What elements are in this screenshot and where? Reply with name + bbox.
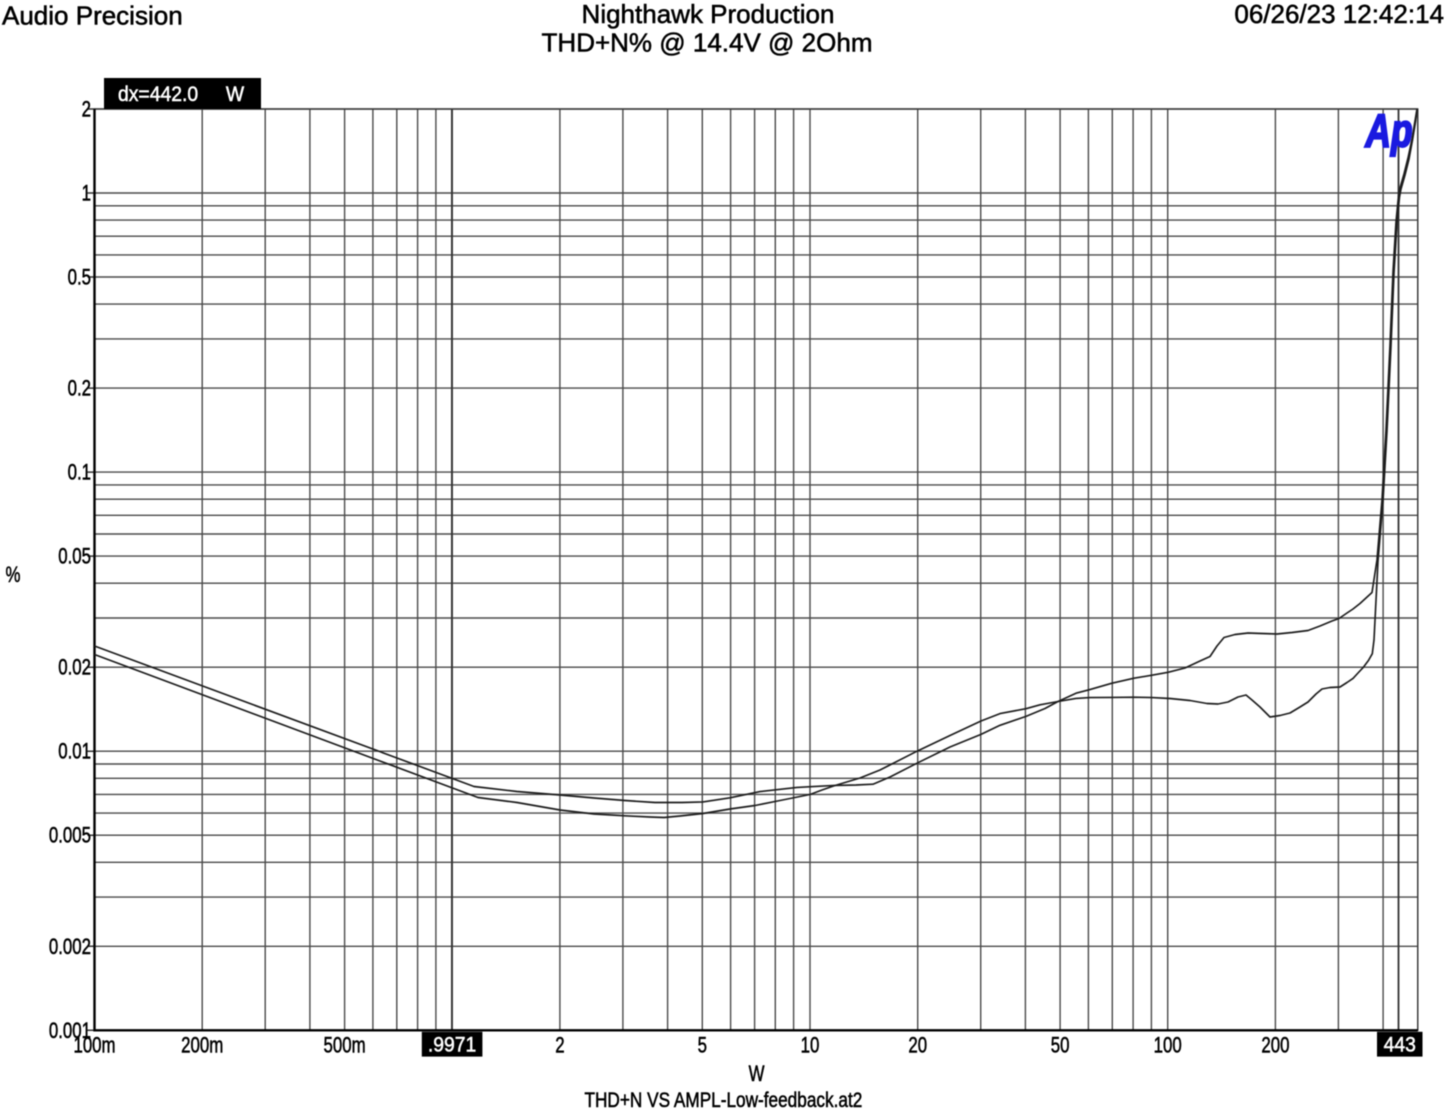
svg-text:100m: 100m — [73, 1033, 115, 1058]
svg-text:443: 443 — [1384, 1033, 1416, 1057]
svg-text:%: % — [6, 563, 21, 588]
svg-text:20: 20 — [908, 1033, 927, 1058]
svg-text:50: 50 — [1051, 1033, 1070, 1058]
svg-text:THD+N VS AMPL-Low-feedback.at2: THD+N VS AMPL-Low-feedback.at2 — [584, 1090, 862, 1113]
svg-text:2: 2 — [555, 1033, 564, 1058]
svg-text:0.5: 0.5 — [68, 265, 91, 290]
svg-text:Audio Precision: Audio Precision — [2, 1, 183, 31]
svg-text:2: 2 — [82, 97, 91, 122]
svg-text:500m: 500m — [324, 1033, 366, 1058]
svg-text:100: 100 — [1154, 1033, 1182, 1058]
svg-text:Ap: Ap — [1365, 105, 1413, 157]
svg-text:0.01: 0.01 — [58, 740, 91, 765]
svg-text:THD+N% @ 14.4V @ 2Ohm: THD+N% @ 14.4V @ 2Ohm — [542, 28, 873, 58]
svg-text:W: W — [226, 82, 245, 106]
svg-text:200: 200 — [1261, 1033, 1289, 1058]
svg-text:0.02: 0.02 — [58, 656, 91, 681]
svg-text:10: 10 — [801, 1033, 820, 1058]
svg-text:.9971: .9971 — [428, 1033, 476, 1057]
svg-text:W: W — [749, 1062, 765, 1087]
svg-text:0.002: 0.002 — [49, 935, 91, 960]
svg-text:200m: 200m — [181, 1033, 223, 1058]
svg-text:Nighthawk Production: Nighthawk Production — [582, 0, 835, 29]
svg-text:0.005: 0.005 — [49, 824, 91, 849]
svg-text:0.2: 0.2 — [68, 377, 91, 402]
svg-text:0.001: 0.001 — [49, 1019, 91, 1044]
svg-text:5: 5 — [698, 1033, 707, 1058]
svg-text:dx=442.0: dx=442.0 — [118, 82, 198, 106]
svg-text:1: 1 — [82, 181, 91, 206]
svg-text:0.1: 0.1 — [68, 461, 91, 486]
svg-text:06/26/23 12:42:14: 06/26/23 12:42:14 — [1234, 0, 1444, 29]
svg-text:0.05: 0.05 — [58, 545, 91, 570]
